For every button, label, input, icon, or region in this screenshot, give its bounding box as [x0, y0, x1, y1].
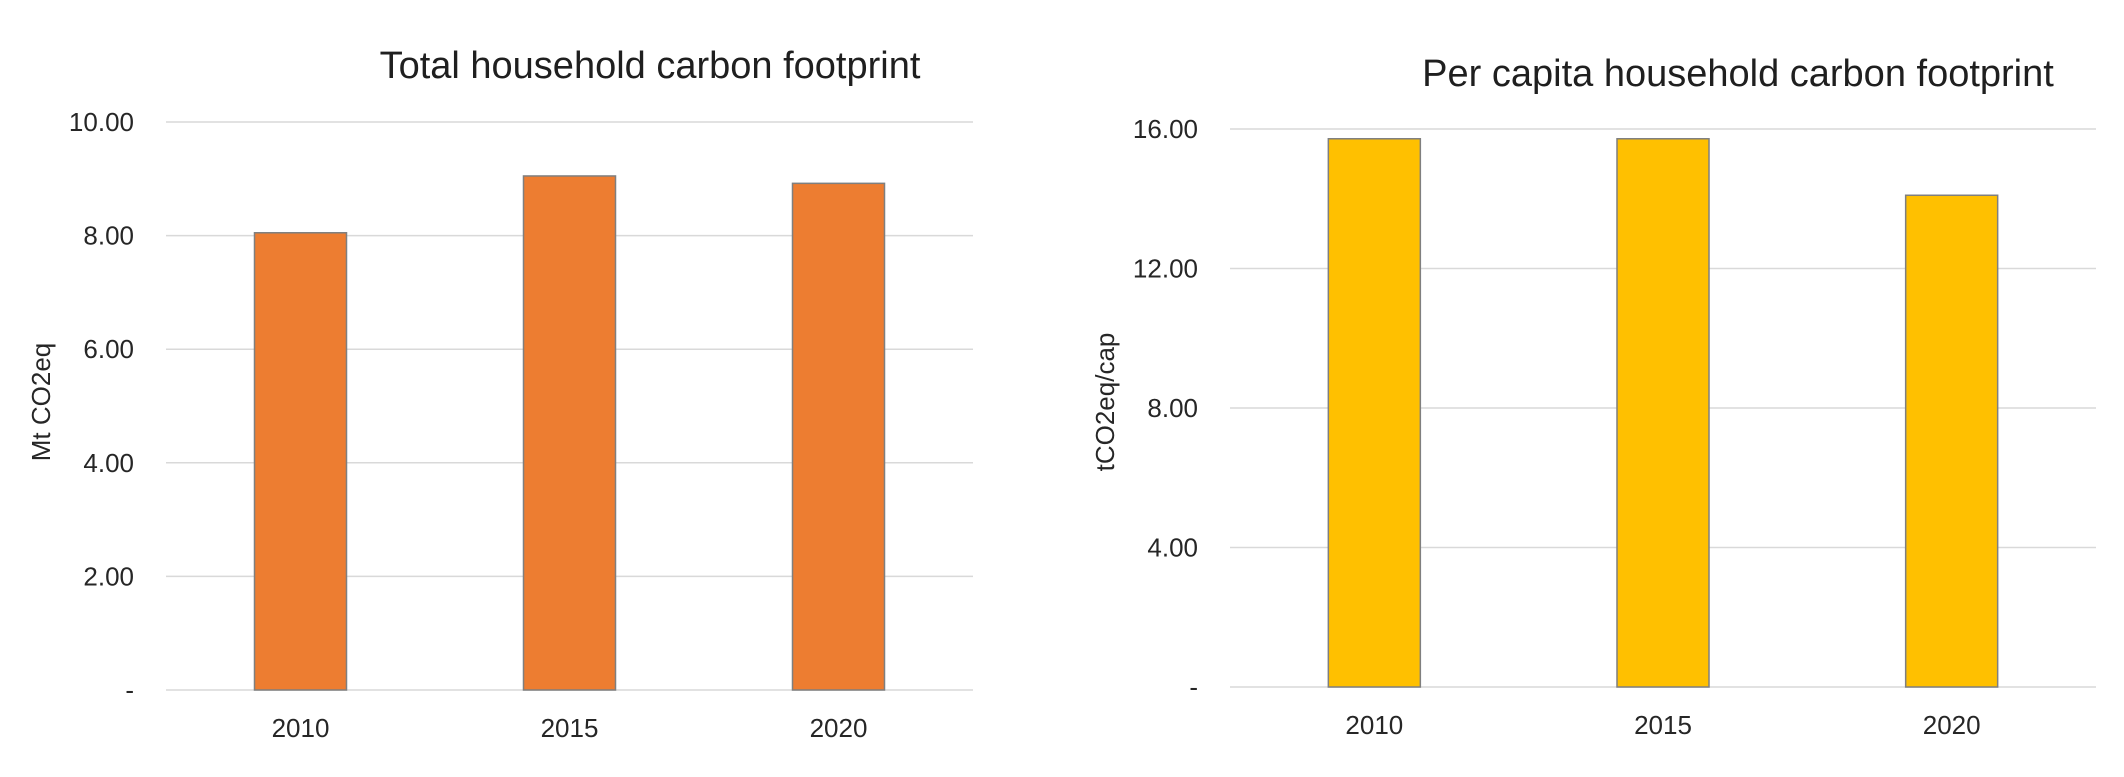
bar-2010 [1327, 138, 1422, 688]
bar-2015 [522, 175, 617, 691]
x-tick-label: 2020 [810, 713, 868, 743]
x-tick-labels: 2010 2015 2020 [1345, 710, 1980, 740]
chart-title: Per capita household carbon footprint [1422, 53, 2054, 95]
y-tick-label: - [125, 675, 134, 705]
x-tick-label: 2020 [1923, 710, 1981, 740]
bar-2020 [791, 182, 886, 691]
bar-2015 [1616, 138, 1710, 688]
y-axis-label: Mt CO2eq [26, 343, 56, 462]
total-footprint-chart: Total household carbon footprint Mt CO2e… [26, 45, 973, 743]
bar-2020 [1904, 194, 1999, 688]
y-tick-label: 12.00 [1133, 254, 1198, 284]
bars [253, 175, 886, 691]
y-tick-label: 2.00 [83, 561, 134, 591]
per-capita-footprint-chart: Per capita household carbon footprint tC… [1090, 53, 2096, 740]
y-tick-labels: - 2.00 4.00 6.00 8.00 10.00 [69, 107, 134, 705]
bars [1327, 138, 1999, 688]
y-tick-label: 10.00 [69, 107, 134, 137]
y-tick-label: 4.00 [1147, 533, 1198, 563]
y-tick-labels: - 4.00 8.00 12.00 16.00 [1133, 114, 1198, 702]
y-axis-label: tCO2eq/cap [1090, 333, 1120, 472]
x-tick-labels: 2010 2015 2020 [272, 713, 868, 743]
y-tick-label: 4.00 [83, 448, 134, 478]
y-tick-label: 8.00 [83, 221, 134, 251]
x-tick-label: 2010 [272, 713, 330, 743]
chart-title: Total household carbon footprint [380, 45, 921, 87]
x-tick-label: 2015 [1634, 710, 1692, 740]
bar-2010 [253, 232, 348, 691]
x-tick-label: 2010 [1345, 710, 1403, 740]
y-tick-label: 6.00 [83, 334, 134, 364]
x-tick-label: 2015 [541, 713, 599, 743]
y-tick-label: 8.00 [1147, 393, 1198, 423]
y-tick-label: 16.00 [1133, 114, 1198, 144]
y-tick-label: - [1189, 672, 1198, 702]
